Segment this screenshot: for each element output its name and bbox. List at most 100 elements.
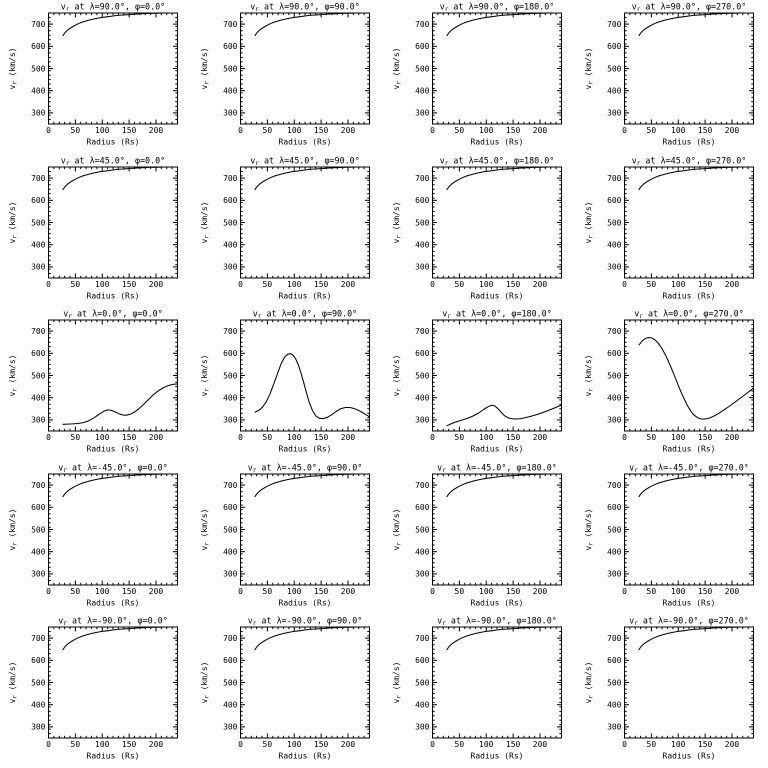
axis-ticks <box>48 166 178 278</box>
axis-tick-labels: 0 50 100 150 200 300 400 500 600 700 <box>223 327 355 442</box>
y-tick-label: 300 <box>607 569 622 578</box>
subplot-svg: vr at λ=0.0°, φ=90.0° 0 50 100 150 200 300 400 5… <box>200 309 371 454</box>
x-tick-label: 100 <box>479 740 494 749</box>
y-tick-label: 700 <box>607 20 622 29</box>
x-tick-label: 150 <box>698 126 713 135</box>
y-axis-label: vr (km/s) <box>8 48 19 90</box>
y-axis-label: vr (km/s) <box>392 201 403 243</box>
x-tick-label: 150 <box>314 280 329 289</box>
subplot-svg: vr at λ=-45.0°, φ=270.0° 0 50 100 150 200 300 4… <box>584 462 755 607</box>
axis-tick-labels: 0 50 100 150 200 300 400 500 600 700 <box>607 173 739 288</box>
y-tick-label: 700 <box>415 20 430 29</box>
subplot-title: vr at λ=-45.0°, φ=0.0° <box>58 462 168 474</box>
x-axis-label: Radius (Rs) <box>87 137 140 146</box>
x-tick-label: 150 <box>506 433 521 442</box>
y-tick-label: 400 <box>223 394 238 403</box>
y-tick-label: 400 <box>415 547 430 556</box>
x-axis-label: Radius (Rs) <box>663 445 716 454</box>
subplot-title: vr at λ=45.0°, φ=270.0° <box>632 155 747 167</box>
x-axis-label: Radius (Rs) <box>279 445 332 454</box>
velocity-curve <box>254 166 371 190</box>
x-axis-label: Radius (Rs) <box>471 291 524 300</box>
velocity-curve <box>446 12 563 37</box>
axis-tick-labels: 0 50 100 150 200 300 400 500 600 700 <box>607 327 739 442</box>
x-tick-label: 50 <box>647 280 657 289</box>
x-tick-label: 50 <box>647 126 657 135</box>
axis-ticks <box>624 320 754 432</box>
x-tick-label: 150 <box>314 433 329 442</box>
y-tick-label: 500 <box>607 525 622 534</box>
x-tick-label: 50 <box>455 587 465 596</box>
x-tick-label: 200 <box>533 587 548 596</box>
axes-box <box>432 166 562 279</box>
subplot-title: vr at λ=0.0°, φ=90.0° <box>253 309 358 321</box>
axis-tick-labels: 0 50 100 150 200 300 400 500 600 700 <box>607 634 739 749</box>
x-tick-label: 100 <box>479 587 494 596</box>
x-tick-label: 200 <box>149 587 164 596</box>
axis-tick-labels: 0 50 100 150 200 300 400 500 600 700 <box>415 173 547 288</box>
y-axis-label: vr (km/s) <box>8 201 19 243</box>
subplot-svg: vr at λ=45.0°, φ=180.0° 0 50 100 150 200 300 40… <box>392 155 563 300</box>
axis-ticks <box>48 627 178 739</box>
x-tick-label: 150 <box>122 280 137 289</box>
x-tick-label: 150 <box>314 740 329 749</box>
y-axis-label: vr (km/s) <box>584 508 595 550</box>
y-tick-label: 300 <box>607 262 622 271</box>
x-tick-label: 50 <box>263 126 273 135</box>
subplot--45.0-90.0: vr at λ=-45.0°, φ=90.0° 0 50 100 150 200 300 40… <box>192 461 384 615</box>
x-tick-label: 200 <box>149 740 164 749</box>
x-axis-label: Radius (Rs) <box>87 752 140 761</box>
y-tick-label: 300 <box>415 416 430 425</box>
subplot-svg: vr at λ=90.0°, φ=180.0° 0 50 100 150 200 300 40… <box>392 1 563 146</box>
x-tick-label: 100 <box>287 433 302 442</box>
x-tick-label: 50 <box>71 587 81 596</box>
subplot-title: vr at λ=-90.0°, φ=270.0° <box>629 616 749 628</box>
velocity-curve <box>638 166 755 190</box>
y-tick-label: 600 <box>607 349 622 358</box>
x-axis-label: Radius (Rs) <box>471 445 524 454</box>
x-tick-label: 150 <box>698 280 713 289</box>
x-tick-label: 100 <box>95 126 110 135</box>
x-axis-label: Radius (Rs) <box>87 291 140 300</box>
x-tick-label: 200 <box>533 280 548 289</box>
subplot-90.0-180.0: vr at λ=90.0°, φ=180.0° 0 50 100 150 200 300 40… <box>384 0 576 154</box>
y-tick-label: 300 <box>223 262 238 271</box>
y-tick-label: 600 <box>415 656 430 665</box>
x-tick-label: 150 <box>506 126 521 135</box>
y-tick-label: 500 <box>607 218 622 227</box>
y-tick-label: 300 <box>607 109 622 118</box>
y-axis-label: vr (km/s) <box>584 355 595 397</box>
velocity-curve <box>446 166 563 190</box>
x-tick-label: 200 <box>533 740 548 749</box>
x-tick-label: 50 <box>455 280 465 289</box>
velocity-curve <box>62 166 179 190</box>
subplot--45.0-0.0: vr at λ=-45.0°, φ=0.0° 0 50 100 150 200 300 400… <box>0 461 192 615</box>
x-axis-label: Radius (Rs) <box>471 598 524 607</box>
x-tick-label: 50 <box>647 433 657 442</box>
x-tick-label: 200 <box>149 126 164 135</box>
y-tick-label: 600 <box>223 42 238 51</box>
y-tick-label: 600 <box>223 656 238 665</box>
y-tick-label: 300 <box>223 569 238 578</box>
x-tick-label: 0 <box>430 126 435 135</box>
y-tick-label: 300 <box>223 723 238 732</box>
axis-tick-labels: 0 50 100 150 200 300 400 500 600 700 <box>415 20 547 135</box>
axis-tick-labels: 0 50 100 150 200 300 400 500 600 700 <box>31 481 163 596</box>
y-tick-label: 500 <box>223 679 238 688</box>
y-tick-label: 500 <box>607 371 622 380</box>
y-tick-label: 500 <box>31 679 46 688</box>
x-tick-label: 50 <box>647 587 657 596</box>
x-tick-label: 150 <box>698 587 713 596</box>
x-tick-label: 150 <box>122 433 137 442</box>
subplot-title: vr at λ=-90.0°, φ=180.0° <box>437 616 557 628</box>
y-tick-label: 600 <box>31 349 46 358</box>
y-tick-label: 500 <box>607 679 622 688</box>
y-tick-label: 500 <box>223 64 238 73</box>
x-tick-label: 200 <box>725 280 740 289</box>
y-tick-label: 300 <box>31 262 46 271</box>
y-axis-label: vr (km/s) <box>392 48 403 90</box>
x-tick-label: 200 <box>149 433 164 442</box>
y-tick-label: 300 <box>415 109 430 118</box>
x-tick-label: 150 <box>506 587 521 596</box>
y-tick-label: 600 <box>31 503 46 512</box>
